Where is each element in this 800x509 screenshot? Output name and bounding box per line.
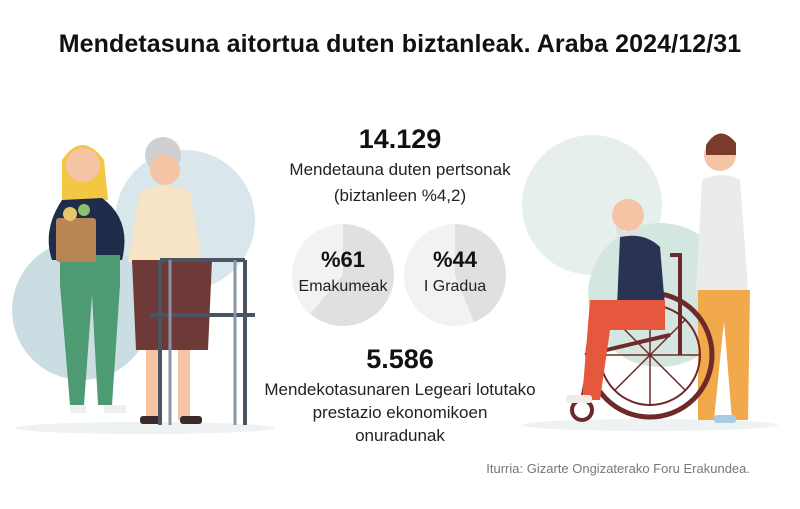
benefit-label-line2: prestazio ekonomikoen — [312, 403, 488, 422]
benefit-value: 5.586 — [366, 344, 434, 374]
grade1-label: I Gradua — [423, 278, 487, 295]
grade1-value: %44 — [432, 247, 478, 272]
women-label: Emakumeak — [298, 278, 388, 295]
benefit-label-line1: Mendekotasunaren Legeari lotutako — [264, 380, 536, 399]
page-title: Mendetasuna aitortua duten biztanleak. A… — [58, 30, 742, 58]
total-label-line1: Mendetauna duten pertsonak — [289, 160, 511, 179]
benefit-label-line3: onuradunak — [355, 426, 445, 445]
women-pie — [292, 224, 394, 326]
total-value: 14.129 — [358, 124, 442, 154]
source-note: Iturria: Gizarte Ongizaterako Foru Eraku… — [486, 461, 750, 476]
grade1-pie — [404, 224, 506, 326]
caregiver-walker-illustration — [12, 137, 275, 434]
total-label-line2: (biztanleen %4,2) — [333, 186, 467, 205]
women-value: %61 — [320, 247, 366, 272]
wheelchair-illustration — [522, 133, 778, 431]
